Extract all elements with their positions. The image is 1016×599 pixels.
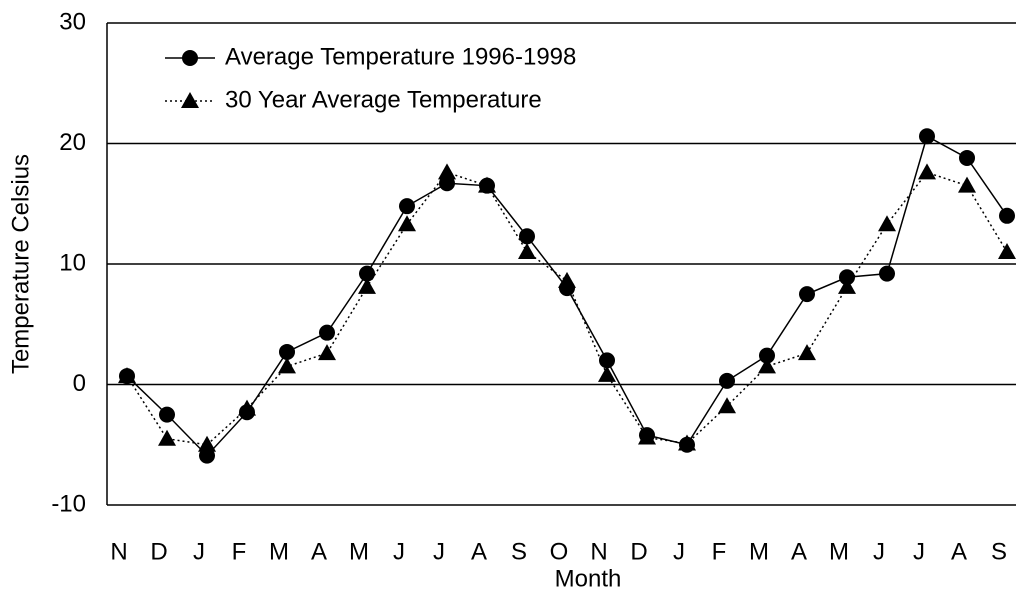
- marker: [279, 343, 295, 360]
- x-axis-label: Month: [555, 565, 622, 592]
- marker: [519, 228, 535, 245]
- marker: [238, 399, 256, 416]
- marker: [158, 429, 176, 446]
- marker: [518, 242, 536, 259]
- x-tick-label: D: [150, 538, 167, 565]
- x-tick-label: N: [110, 538, 127, 565]
- marker: [998, 242, 1016, 259]
- x-tick-label: J: [433, 538, 445, 565]
- marker: [598, 365, 616, 382]
- y-axis-label: Temperature Celsius: [7, 154, 34, 374]
- marker: [359, 265, 375, 282]
- marker: [759, 347, 775, 364]
- x-tick-label: J: [913, 538, 925, 565]
- marker: [478, 176, 496, 193]
- x-tick-label: A: [311, 538, 327, 565]
- x-tick-label: A: [791, 538, 807, 565]
- x-tick-label: M: [349, 538, 369, 565]
- marker: [358, 277, 376, 294]
- x-tick-label: M: [829, 538, 849, 565]
- x-tick-label: D: [630, 538, 647, 565]
- x-tick-label: N: [590, 538, 607, 565]
- x-tick-label: S: [991, 538, 1007, 565]
- marker: [558, 271, 576, 288]
- marker: [918, 163, 936, 180]
- marker: [758, 357, 776, 374]
- marker: [438, 163, 456, 180]
- marker: [678, 434, 696, 451]
- x-tick-label: M: [269, 538, 289, 565]
- marker: [638, 428, 656, 445]
- legend-marker: [181, 92, 199, 108]
- x-tick-label: J: [673, 538, 685, 565]
- y-tick-label: 30: [59, 8, 86, 35]
- marker: [398, 215, 416, 232]
- x-tick-label: O: [550, 538, 569, 565]
- x-tick-label: A: [951, 538, 967, 565]
- marker: [198, 435, 216, 452]
- marker: [399, 198, 415, 215]
- marker: [958, 176, 976, 193]
- x-tick-label: J: [193, 538, 205, 565]
- x-tick-label: S: [511, 538, 527, 565]
- marker: [159, 406, 175, 423]
- series-line: [126, 171, 1008, 446]
- x-tick-label: M: [749, 538, 769, 565]
- marker: [799, 286, 815, 303]
- x-tick-label: A: [471, 538, 487, 565]
- marker: [278, 357, 296, 374]
- marker: [798, 344, 816, 361]
- marker: [719, 372, 735, 389]
- y-tick-label: 0: [73, 370, 86, 397]
- marker: [999, 207, 1015, 224]
- x-tick-label: J: [873, 538, 885, 565]
- x-tick-label: F: [712, 538, 727, 565]
- legend-marker: [182, 50, 198, 66]
- marker: [718, 397, 736, 414]
- y-tick-label: 20: [59, 129, 86, 156]
- x-tick-label: F: [232, 538, 247, 565]
- marker: [319, 324, 335, 341]
- legend-label: Average Temperature 1996-1998: [225, 43, 576, 70]
- marker: [318, 344, 336, 361]
- marker: [838, 277, 856, 294]
- x-tick-label: J: [393, 538, 405, 565]
- marker: [879, 265, 895, 282]
- marker: [919, 128, 935, 145]
- marker: [959, 149, 975, 166]
- marker: [878, 215, 896, 232]
- y-tick-label: 10: [59, 249, 86, 276]
- marker: [118, 367, 136, 384]
- y-tick-label: -10: [51, 490, 86, 517]
- marker: [839, 269, 855, 286]
- legend-label: 30 Year Average Temperature: [225, 86, 542, 113]
